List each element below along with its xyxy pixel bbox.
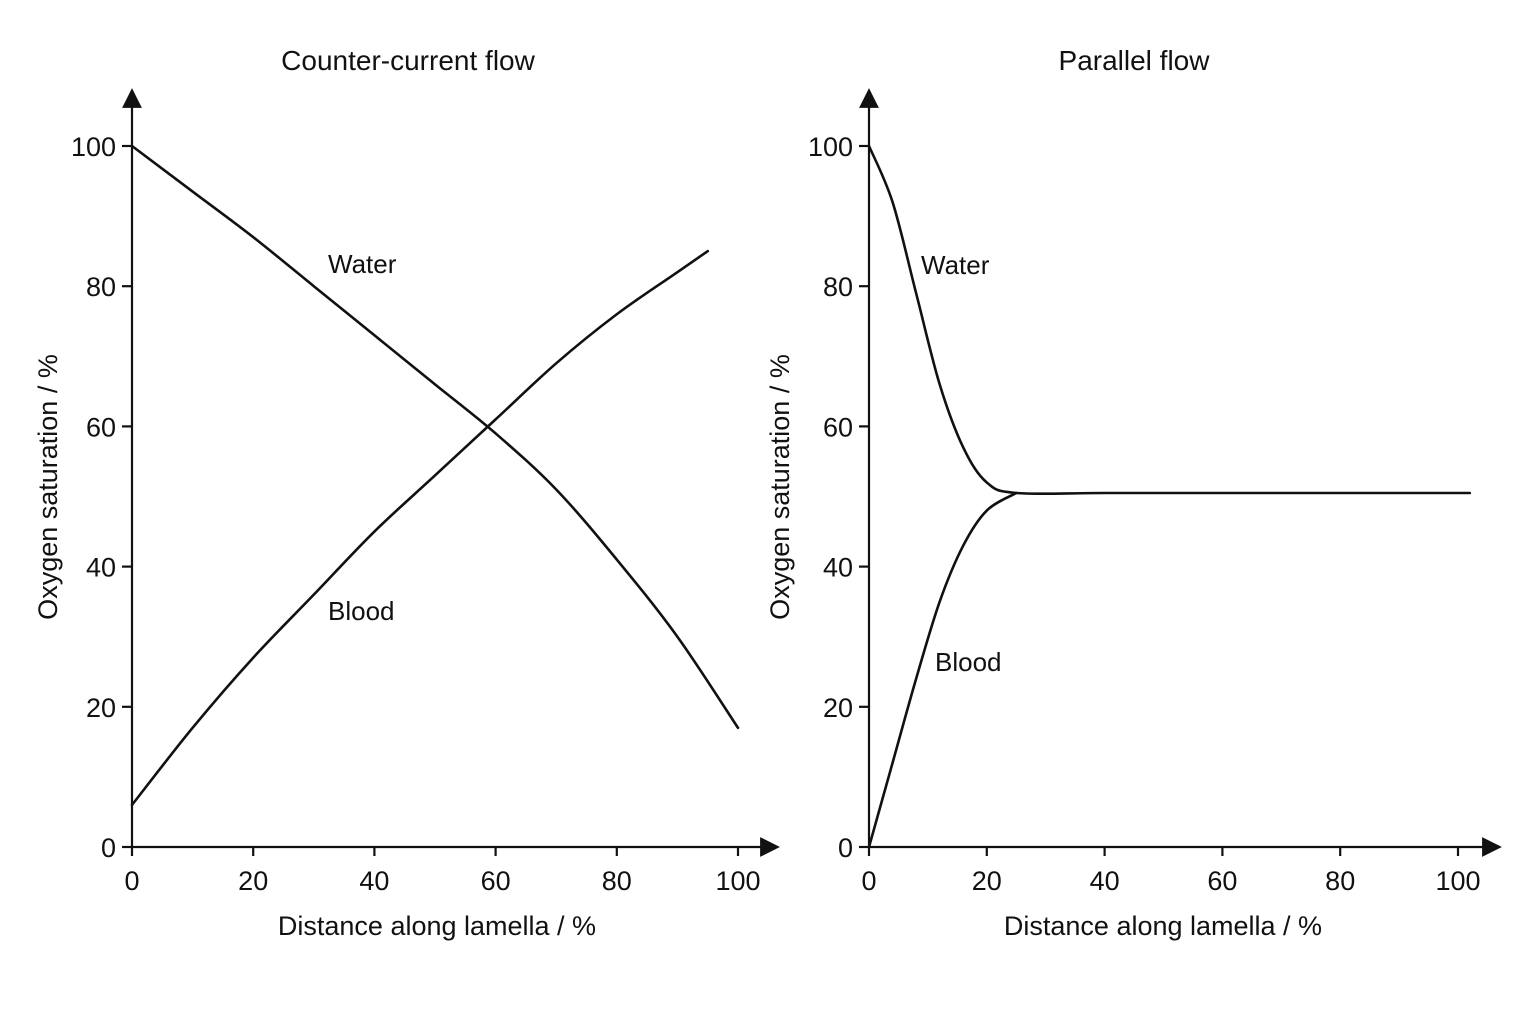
parallel-y-tick-label: 80 — [823, 272, 853, 302]
parallel-water-line — [867, 144, 1472, 496]
parallel-water-label: Water — [921, 250, 990, 280]
counter-current-x-tick-label: 20 — [238, 866, 268, 896]
counter-current-blood-label: Blood — [328, 596, 395, 626]
counter-current-y-tick-label: 0 — [101, 833, 116, 863]
counter-current-water-line — [130, 144, 740, 730]
counter-current-x-ticks: 0 20 40 60 80 100 — [124, 847, 761, 896]
parallel-blood-line — [867, 491, 1018, 849]
parallel-x-label: Distance along lamella / % — [1004, 911, 1322, 941]
counter-current-x-tick-label: 80 — [602, 866, 632, 896]
counter-current-y-tick-label: 80 — [86, 272, 116, 302]
counter-current-x-label: Distance along lamella / % — [278, 911, 596, 941]
parallel-y-tick-label: 20 — [823, 693, 853, 723]
parallel-x-tick-label: 40 — [1090, 866, 1120, 896]
parallel-y-tick-label: 40 — [823, 553, 853, 583]
counter-current-x-tick-label: 100 — [715, 866, 760, 896]
parallel-y-tick-label: 60 — [823, 412, 853, 442]
counter-current-blood-line — [130, 249, 709, 807]
counter-current-title: Counter-current flow — [281, 45, 535, 76]
parallel-x-ticks: 0 20 40 60 80 100 — [861, 847, 1481, 896]
parallel-x-tick-label: 80 — [1325, 866, 1355, 896]
parallel-title: Parallel flow — [1059, 45, 1211, 76]
parallel-x-tick-label: 0 — [861, 866, 876, 896]
counter-current-water-label: Water — [328, 249, 397, 279]
counter-current-y-tick-label: 60 — [86, 412, 116, 442]
parallel-blood-label: Blood — [935, 647, 1002, 677]
parallel-y-label: Oxygen saturation / % — [765, 354, 795, 620]
parallel-y-tick-label: 100 — [808, 132, 853, 162]
parallel-x-tick-label: 60 — [1207, 866, 1237, 896]
parallel-y-tick-label: 0 — [838, 833, 853, 863]
counter-current-y-tick-label: 40 — [86, 553, 116, 583]
counter-current-y-label: Oxygen saturation / % — [33, 354, 63, 620]
parallel-x-tick-label: 20 — [972, 866, 1002, 896]
counter-current-y-tick-label: 20 — [86, 693, 116, 723]
counter-current-chart: Counter-current flow 0 20 40 60 80 100 0 20 40 6… — [33, 45, 780, 941]
counter-current-x-tick-label: 40 — [359, 866, 389, 896]
counter-current-x-tick-label: 60 — [481, 866, 511, 896]
counter-current-y-tick-label: 100 — [71, 132, 116, 162]
parallel-y-ticks: 0 20 40 60 80 100 — [808, 132, 869, 863]
parallel-x-tick-label: 100 — [1435, 866, 1480, 896]
counter-current-x-tick-label: 0 — [124, 866, 139, 896]
counter-current-y-ticks: 0 20 40 60 80 100 — [71, 132, 132, 863]
